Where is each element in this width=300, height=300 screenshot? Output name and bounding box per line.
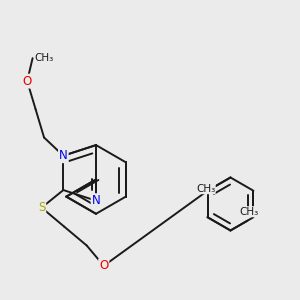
Text: CH₃: CH₃ [34, 53, 54, 63]
Text: CH₃: CH₃ [240, 207, 259, 217]
Text: O: O [99, 259, 108, 272]
Text: S: S [38, 201, 45, 214]
Text: CH₃: CH₃ [196, 184, 215, 194]
Text: N: N [59, 149, 68, 162]
Text: O: O [22, 75, 32, 88]
Text: N: N [92, 194, 100, 207]
